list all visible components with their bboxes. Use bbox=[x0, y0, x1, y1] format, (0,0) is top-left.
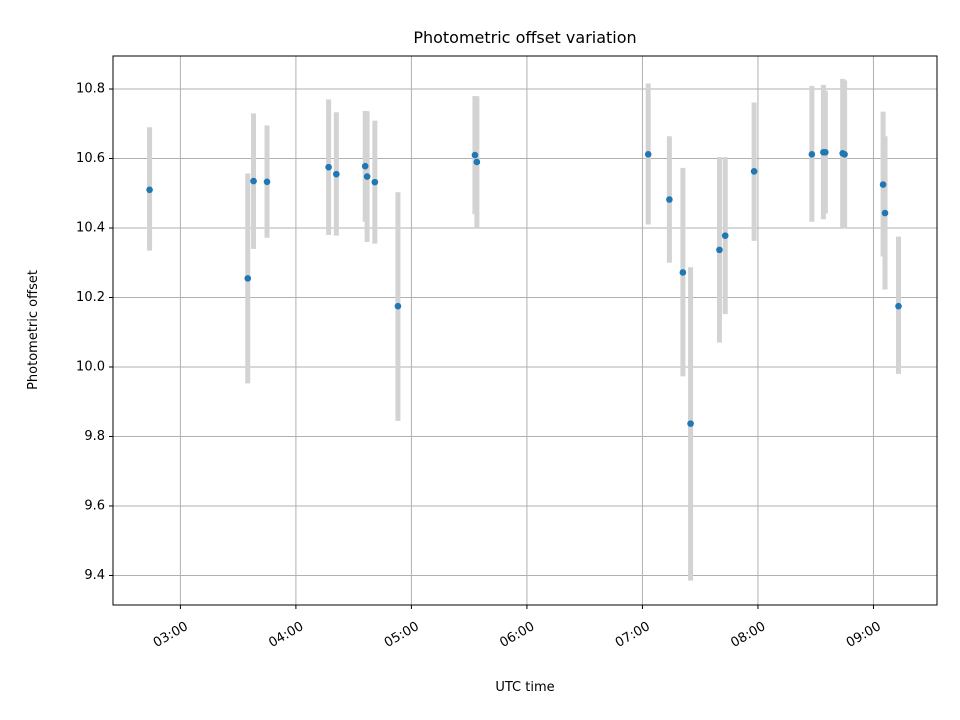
y-tick-label: 9.6 bbox=[84, 498, 105, 513]
data-point bbox=[679, 269, 687, 276]
grid-lines bbox=[113, 56, 937, 605]
data-point bbox=[721, 232, 729, 239]
chart-title: Photometric offset variation bbox=[413, 28, 636, 47]
data-point bbox=[471, 151, 479, 159]
data-point bbox=[363, 173, 371, 180]
data-points bbox=[146, 148, 902, 427]
data-point bbox=[394, 302, 402, 310]
y-axis-ticks: 9.4 9.6 9.8 10.0 10.2 10.4 10.6 10.8 bbox=[76, 82, 113, 583]
data-point bbox=[325, 163, 332, 171]
data-point bbox=[361, 162, 369, 170]
data-point bbox=[822, 148, 829, 156]
y-axis-label: Photometric offset bbox=[26, 270, 41, 390]
data-point bbox=[895, 302, 902, 310]
data-point bbox=[841, 151, 848, 158]
data-point bbox=[750, 168, 758, 175]
y-tick-label: 9.4 bbox=[84, 568, 105, 583]
y-tick-label: 9.8 bbox=[84, 429, 105, 444]
data-point bbox=[881, 209, 889, 217]
data-point bbox=[250, 177, 257, 185]
data-point bbox=[808, 151, 816, 158]
y-tick-label: 10.0 bbox=[76, 359, 105, 374]
plot-frame bbox=[112, 55, 938, 606]
data-point bbox=[666, 196, 673, 203]
data-point bbox=[244, 275, 252, 282]
y-tick-label: 10.8 bbox=[76, 82, 105, 97]
data-point bbox=[644, 151, 652, 158]
x-axis-label: UTC time bbox=[495, 680, 554, 695]
data-point bbox=[371, 178, 379, 186]
data-point bbox=[716, 246, 723, 254]
y-tick-label: 10.4 bbox=[76, 220, 105, 235]
data-point bbox=[879, 181, 887, 188]
data-point bbox=[687, 420, 694, 427]
y-tick-label: 10.2 bbox=[76, 290, 105, 305]
data-point bbox=[473, 158, 481, 166]
y-tick-label: 10.6 bbox=[76, 151, 105, 166]
data-point bbox=[263, 178, 271, 186]
plot-area-background bbox=[113, 56, 937, 605]
data-point bbox=[333, 170, 340, 178]
data-point bbox=[146, 186, 153, 194]
